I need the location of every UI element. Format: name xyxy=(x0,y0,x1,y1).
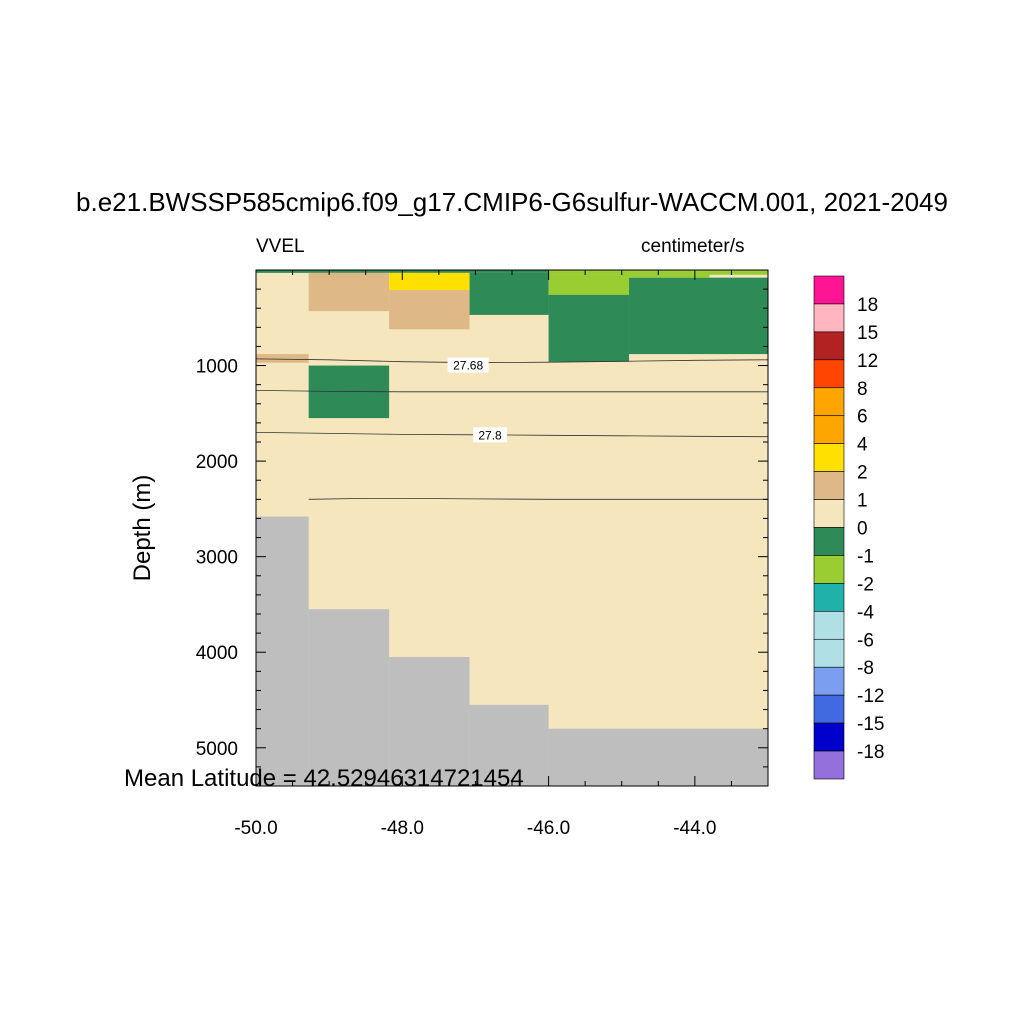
colorbar-label: -2 xyxy=(857,574,874,595)
y-axis-label: Depth (m) xyxy=(129,474,156,582)
colorbar-label: -12 xyxy=(857,686,884,707)
colorbar-label: 4 xyxy=(857,435,868,456)
colorbar-box xyxy=(813,722,845,752)
colorbar-box xyxy=(813,638,845,668)
contour-line xyxy=(255,390,768,393)
colorbar-box xyxy=(813,611,845,640)
heatmap-cell xyxy=(709,272,768,275)
heatmap-cell xyxy=(389,290,470,330)
colorbar-box xyxy=(813,443,845,472)
y-tick-label: 3000 xyxy=(196,548,238,569)
contour-line xyxy=(255,358,769,364)
colorbar-label: 12 xyxy=(857,351,878,372)
colorbar-label: -8 xyxy=(857,658,874,679)
variable-label: VVEL xyxy=(256,236,305,257)
contour-line xyxy=(308,497,768,500)
land-mask xyxy=(256,516,309,786)
x-tick-label: -44.0 xyxy=(673,818,716,839)
x-tick-label: -50.0 xyxy=(234,818,277,839)
colorbar-box xyxy=(813,527,845,556)
colorbar-label: 1 xyxy=(857,491,868,512)
colorbar-box xyxy=(813,415,845,444)
contour-label: 27.68 xyxy=(453,359,483,373)
heatmap-cell xyxy=(548,272,630,295)
colorbar-box xyxy=(813,471,845,500)
colorbar-label: 18 xyxy=(857,295,878,316)
heatmap-cell xyxy=(629,272,710,278)
colorbar-label: -15 xyxy=(857,714,884,735)
y-tick-label: 2000 xyxy=(196,452,238,473)
heatmap-cell xyxy=(308,272,390,312)
colorbar-box xyxy=(813,750,845,780)
units-label: centimeter/s xyxy=(641,236,745,257)
x-tick-label: -46.0 xyxy=(527,818,570,839)
land-mask xyxy=(548,728,768,786)
colorbar-label: -18 xyxy=(857,742,884,763)
chart-title: b.e21.BWSSP585cmip6.f09_g17.CMIP6-G6sulf… xyxy=(76,187,948,217)
heatmap-cell xyxy=(256,354,309,363)
colorbar-box xyxy=(813,359,845,389)
colorbar-box xyxy=(813,555,845,584)
colorbar: 18 15 12 8 6 4 2 1 0 -1 -2 -4 -6 -8 -12 -15 -18 xyxy=(813,275,884,780)
colorbar-box xyxy=(813,499,845,528)
colorbar-box xyxy=(813,666,845,696)
y-tick-label: 5000 xyxy=(196,739,238,760)
y-tick-label: 1000 xyxy=(196,357,238,378)
colorbar-label: -4 xyxy=(857,602,874,623)
land-mask xyxy=(469,704,549,786)
heatmap-cell xyxy=(389,272,470,291)
colorbar-label: -1 xyxy=(857,546,874,567)
contour-label-box xyxy=(447,357,489,373)
contour-label-box xyxy=(473,427,508,443)
colorbar-box xyxy=(813,583,845,612)
axes: -50.0 -48.0 -46.0 -44.0 1000 2000 3000 4000 5000 xyxy=(196,269,769,839)
colorbar-box xyxy=(813,387,845,417)
colorbar-label: 15 xyxy=(857,323,878,344)
colorbar-label: 2 xyxy=(857,463,868,484)
plot-area: 27.68 27.8 xyxy=(255,270,769,786)
contour-label: 27.8 xyxy=(478,428,502,442)
heatmap-cell xyxy=(469,272,549,315)
x-tick-label: -48.0 xyxy=(381,818,424,839)
colorbar-box xyxy=(813,303,845,333)
colorbar-label: -6 xyxy=(857,630,874,651)
colorbar-label: 6 xyxy=(857,407,868,428)
colorbar-box xyxy=(813,331,845,361)
land-mask xyxy=(389,657,470,786)
contour-line xyxy=(255,432,769,438)
colorbar-label: 0 xyxy=(857,519,868,540)
land-mask xyxy=(308,609,390,786)
colorbar-label: 8 xyxy=(857,379,868,400)
colorbar-box xyxy=(813,694,845,724)
y-tick-label: 4000 xyxy=(196,643,238,664)
colorbar-box xyxy=(813,275,845,305)
heatmap-cell xyxy=(548,294,630,362)
heatmap-cell xyxy=(629,277,768,355)
mean-latitude-annotation: Mean Latitude = 42.52946314721454 xyxy=(124,765,524,792)
